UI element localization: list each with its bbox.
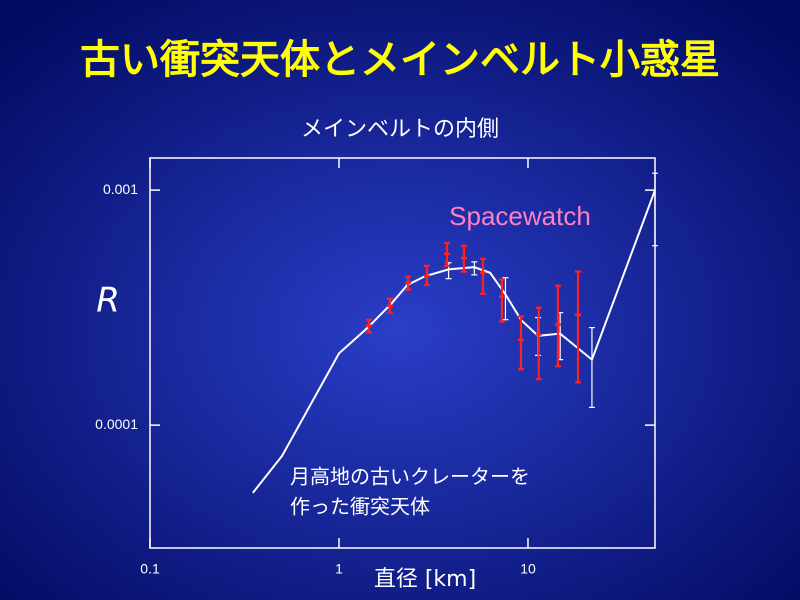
error-bar <box>517 315 524 371</box>
annotation-line: 月高地の古いクレーターを <box>290 465 530 489</box>
y-tick-label: 0.001 <box>103 181 138 197</box>
chart-subtitle: メインベルトの内側 <box>301 117 499 142</box>
y-axis-label: R <box>96 281 120 321</box>
x-tick-label: 1 <box>335 561 343 577</box>
data-line <box>252 189 656 494</box>
y-tick-label: 0.0001 <box>95 416 138 432</box>
x-tick-label: 0.1 <box>140 561 160 577</box>
annotation-line: 作った衝突天体 <box>290 495 430 519</box>
error-bar <box>652 172 658 247</box>
plot-frame <box>149 157 656 549</box>
x-tick-label: 10 <box>520 561 536 577</box>
error-bar <box>554 284 561 368</box>
error-bar <box>588 327 595 408</box>
series-label: Spacewatch <box>449 201 591 231</box>
error-bar <box>502 277 509 321</box>
slide-title: 古い衝突天体とメインベルト小惑星 <box>80 37 720 83</box>
error-bar <box>471 261 478 276</box>
error-bar <box>498 278 505 323</box>
x-axis-label: 直径 [km] <box>374 567 476 592</box>
error-bar <box>479 257 486 295</box>
error-bar <box>535 306 542 381</box>
error-bar <box>575 270 582 384</box>
